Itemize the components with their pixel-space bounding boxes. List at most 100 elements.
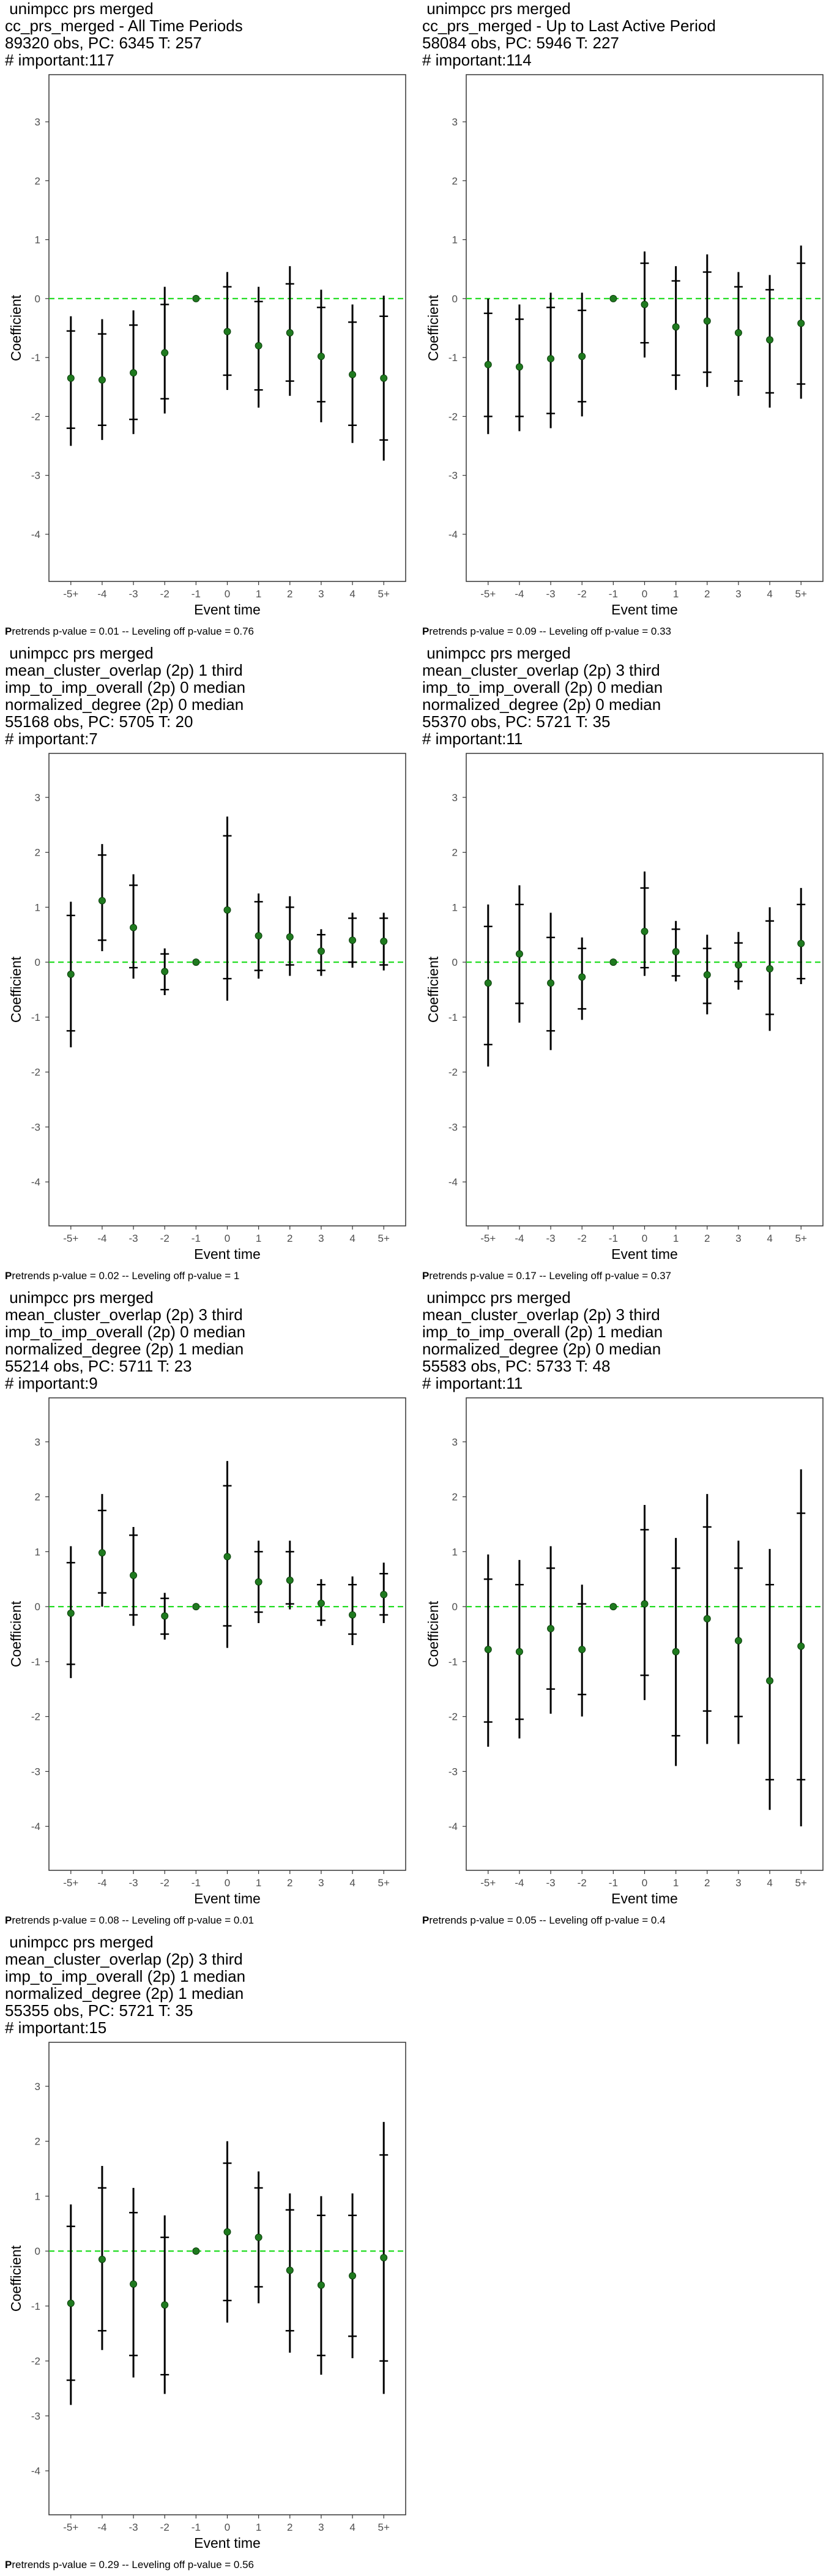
estimate-point — [797, 939, 805, 947]
estimate-point — [578, 1646, 586, 1654]
y-tick-label: -3 — [31, 1121, 40, 1133]
chart-subtitle-line: # important:11 — [422, 1374, 523, 1392]
chart-subtitle-line: imp_to_imp_overall (2p) 0 median — [5, 678, 246, 696]
x-axis-title: Event time — [611, 1246, 678, 1262]
estimate-point — [317, 947, 325, 955]
x-axis-title: Event time — [611, 602, 678, 618]
x-tick-label: 1 — [673, 1877, 679, 1889]
estimate-point — [484, 979, 492, 987]
x-tick-label: 1 — [256, 2522, 261, 2533]
x-tick-label: 4 — [767, 1233, 772, 1244]
x-tick-label: -5+ — [480, 1233, 496, 1244]
x-tick-label: -3 — [546, 1877, 556, 1889]
x-tick-label: 0 — [642, 1233, 647, 1244]
x-tick-label: 3 — [735, 1877, 741, 1889]
estimate-point — [67, 970, 75, 978]
y-tick-label: -1 — [31, 1012, 40, 1023]
pvalue-footnote: Pretrends p-value = 0.05 -- Leveling off… — [422, 1914, 666, 1927]
estimate-point — [286, 329, 294, 337]
footnote-text: retrends p-value = 0.08 -- Leveling off … — [12, 1914, 255, 1926]
x-tick-label: 2 — [287, 1877, 292, 1889]
estimate-point — [797, 1642, 805, 1650]
x-tick-label: -2 — [160, 1233, 169, 1244]
estimate-point — [130, 2280, 138, 2288]
y-tick-label: 2 — [452, 1491, 458, 1503]
estimate-point — [67, 1609, 75, 1617]
x-tick-label: 1 — [256, 588, 261, 600]
y-tick-label: 3 — [35, 792, 40, 804]
x-tick-label: -1 — [192, 1233, 201, 1244]
y-tick-label: -3 — [31, 470, 40, 482]
chart-title: unimpcc prs merged — [422, 644, 571, 662]
x-tick-label: 5+ — [795, 1877, 807, 1889]
x-tick-label: 0 — [642, 1877, 647, 1889]
y-tick-label: 2 — [35, 847, 40, 859]
x-tick-label: 2 — [287, 2522, 292, 2533]
y-tick-label: 2 — [35, 175, 40, 187]
y-tick-label: -1 — [448, 352, 458, 364]
x-tick-label: 4 — [349, 2522, 355, 2533]
chart-title-block: unimpcc prs merged mean_cluster_overlap (… — [422, 1289, 826, 1392]
x-tick-label: -1 — [609, 1877, 618, 1889]
chart-subtitle-line: 55214 obs, PC: 5711 T: 23 — [5, 1357, 192, 1375]
y-tick-label: 2 — [35, 2136, 40, 2148]
x-tick-label: 0 — [225, 2522, 230, 2533]
x-tick-label: 2 — [287, 588, 292, 600]
chart-subtitle-line: cc_prs_merged - All Time Periods — [5, 17, 243, 35]
x-tick-label: -3 — [546, 588, 556, 600]
chart-panel: unimpcc prs merged mean_cluster_overlap (… — [5, 1933, 412, 2576]
y-tick-label: -2 — [448, 411, 458, 422]
estimate-point — [192, 2247, 200, 2255]
chart-svg: -4 -3 -2 -1 0 1 2 3 -5+ -4 -3 -2 -1 0 1 2 3 4 5+ Event time… — [425, 753, 824, 1262]
y-axis-title: Coefficient — [425, 956, 441, 1023]
y-tick-label: 0 — [452, 957, 458, 968]
pvalue-footnote: Pretrends p-value = 0.08 -- Leveling off… — [5, 1914, 254, 1927]
x-tick-label: 4 — [767, 1877, 772, 1889]
estimate-point — [797, 319, 805, 327]
y-axis-title: Coefficient — [8, 2245, 24, 2312]
x-tick-label: 1 — [256, 1233, 261, 1244]
estimate-point — [192, 958, 200, 966]
footnote-initial: P — [5, 2559, 12, 2570]
chart-subtitle-line: mean_cluster_overlap (2p) 3 third — [422, 1305, 660, 1324]
chart-subtitle-line: mean_cluster_overlap (2p) 1 third — [5, 661, 243, 679]
estimate-point — [286, 1577, 294, 1585]
y-tick-label: -3 — [448, 1766, 458, 1777]
estimate-point — [98, 376, 106, 384]
estimate-point — [484, 360, 492, 368]
chart-subtitle-line: mean_cluster_overlap (2p) 3 third — [5, 1305, 243, 1324]
chart-subtitle-line: 55168 obs, PC: 5705 T: 20 — [5, 712, 193, 731]
y-tick-label: -1 — [448, 1012, 458, 1023]
estimate-point — [484, 1646, 492, 1654]
y-tick-label: -3 — [31, 2410, 40, 2422]
estimate-point — [515, 1648, 523, 1656]
chart-subtitle-line: # important:7 — [5, 730, 98, 748]
estimate-point — [380, 1591, 388, 1599]
estimate-point — [223, 1553, 231, 1561]
x-tick-label: 1 — [673, 1233, 679, 1244]
chart-subtitle-line: mean_cluster_overlap (2p) 3 third — [5, 1950, 243, 1968]
estimate-point — [223, 2228, 231, 2236]
y-tick-label: 1 — [35, 1546, 40, 1558]
x-tick-label: -2 — [160, 2522, 169, 2533]
y-tick-label: 2 — [35, 1491, 40, 1503]
pvalue-footnote: Pretrends p-value = 0.29 -- Leveling off… — [5, 2559, 254, 2571]
y-tick-label: -4 — [31, 1821, 40, 1832]
pvalue-footnote: Pretrends p-value = 0.02 -- Leveling off… — [5, 1270, 239, 1282]
chart-subtitle-line: # important:114 — [422, 51, 532, 69]
estimate-point — [641, 1600, 649, 1608]
estimate-point — [609, 1603, 617, 1611]
x-tick-label: 3 — [735, 588, 741, 600]
estimate-point — [98, 2255, 106, 2263]
y-tick-label: 0 — [35, 957, 40, 968]
x-tick-label: -5+ — [63, 1233, 78, 1244]
x-axis-title: Event time — [611, 1891, 678, 1906]
y-tick-label: -1 — [31, 1656, 40, 1668]
x-tick-label: -1 — [192, 1877, 201, 1889]
y-tick-label: 3 — [452, 1436, 458, 1448]
x-tick-label: -4 — [515, 1877, 524, 1889]
estimate-point — [349, 936, 357, 944]
estimate-point — [641, 301, 649, 308]
estimate-point — [766, 1677, 774, 1685]
